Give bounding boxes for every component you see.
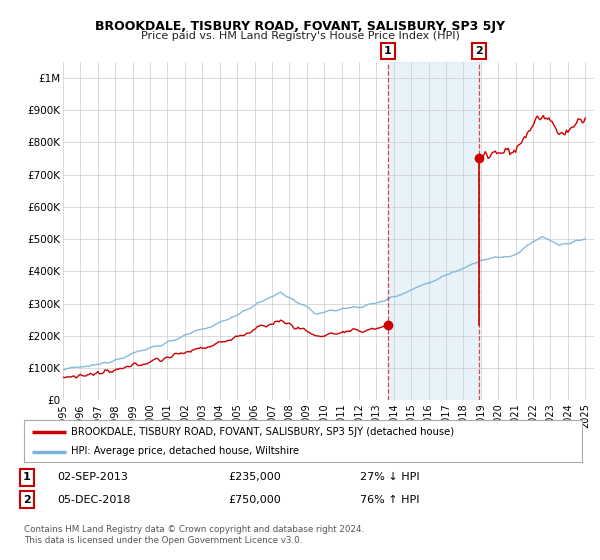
Text: £235,000: £235,000 xyxy=(228,472,281,482)
Text: 05-DEC-2018: 05-DEC-2018 xyxy=(57,494,131,505)
Text: £750,000: £750,000 xyxy=(228,494,281,505)
Text: Contains HM Land Registry data © Crown copyright and database right 2024.
This d: Contains HM Land Registry data © Crown c… xyxy=(24,525,364,545)
Bar xyxy=(388,62,479,400)
Text: 2: 2 xyxy=(23,494,31,505)
Text: BROOKDALE, TISBURY ROAD, FOVANT, SALISBURY, SP3 5JY: BROOKDALE, TISBURY ROAD, FOVANT, SALISBU… xyxy=(95,20,505,32)
Text: Price paid vs. HM Land Registry's House Price Index (HPI): Price paid vs. HM Land Registry's House … xyxy=(140,31,460,41)
Text: 27% ↓ HPI: 27% ↓ HPI xyxy=(360,472,419,482)
Text: 1: 1 xyxy=(384,46,392,56)
Text: 2: 2 xyxy=(476,46,484,56)
Text: 1: 1 xyxy=(23,472,31,482)
Text: 02-SEP-2013: 02-SEP-2013 xyxy=(57,472,128,482)
Text: HPI: Average price, detached house, Wiltshire: HPI: Average price, detached house, Wilt… xyxy=(71,446,299,456)
Text: 76% ↑ HPI: 76% ↑ HPI xyxy=(360,494,419,505)
Text: BROOKDALE, TISBURY ROAD, FOVANT, SALISBURY, SP3 5JY (detached house): BROOKDALE, TISBURY ROAD, FOVANT, SALISBU… xyxy=(71,427,455,437)
